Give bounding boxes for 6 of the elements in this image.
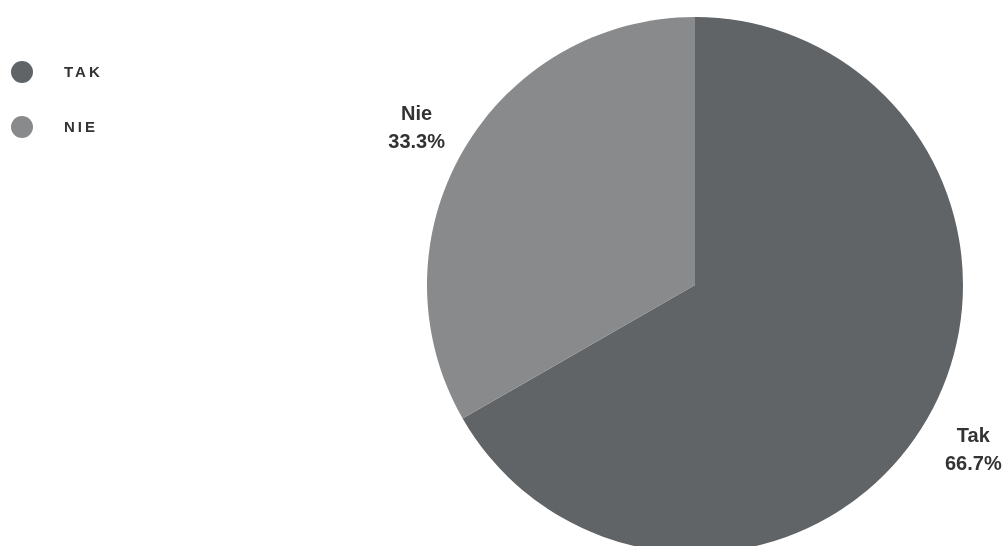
legend-label: NIE <box>64 118 99 136</box>
data-label: 66.7% <box>944 452 1002 475</box>
data-label: 33.3% <box>388 129 446 152</box>
legend-label: TAK <box>64 63 103 81</box>
text: Nie <box>401 101 433 124</box>
text: Tak <box>956 424 991 447</box>
